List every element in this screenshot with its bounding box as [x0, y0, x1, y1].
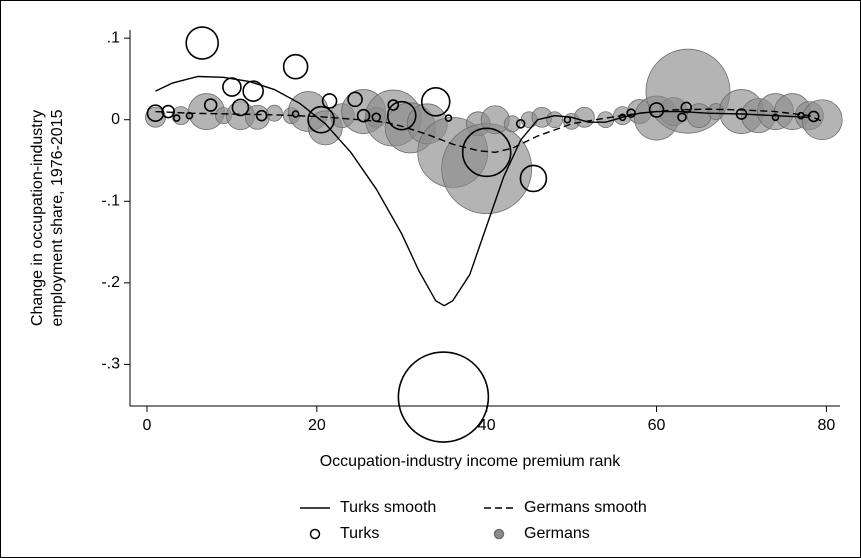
bubble — [648, 102, 665, 118]
legend-label: Germans — [524, 525, 590, 542]
y-tick-label: -.2 — [101, 274, 120, 291]
bubble — [771, 113, 780, 122]
bubble — [573, 106, 595, 128]
bubble — [618, 113, 627, 122]
legend-swatch — [309, 528, 321, 540]
bubble — [185, 26, 219, 60]
bubble — [677, 112, 687, 123]
y-tick-label: .1 — [107, 29, 120, 46]
bubble — [503, 115, 521, 133]
bubble — [242, 80, 264, 102]
x-tick-label: 20 — [308, 417, 326, 434]
y-tick-label: -.1 — [101, 192, 120, 209]
x-tick-label: 40 — [478, 417, 496, 434]
bubble — [255, 109, 268, 122]
legend-swatch — [493, 528, 505, 540]
y-axis-title: employment share, 1976-2015 — [49, 109, 66, 326]
bubble — [461, 127, 512, 178]
bubble — [172, 114, 181, 122]
bubble — [420, 86, 451, 117]
bubble — [265, 104, 283, 122]
bubble — [146, 104, 165, 122]
bubble — [397, 351, 490, 443]
legend-label: Turks — [340, 525, 379, 542]
bubble — [203, 98, 218, 112]
legend-label: Turks smooth — [340, 499, 436, 516]
bubble — [307, 105, 335, 134]
bubble — [797, 111, 805, 120]
bubble — [441, 123, 533, 215]
bubble — [386, 100, 417, 131]
legend-label: Germans smooth — [524, 499, 647, 516]
bubble — [347, 91, 363, 108]
x-tick-label: 80 — [818, 417, 836, 434]
bubble — [321, 93, 338, 109]
bubble — [546, 111, 564, 129]
bubble — [282, 53, 309, 80]
y-tick-label: -.3 — [101, 356, 120, 373]
bubble — [519, 164, 548, 193]
x-tick-label: 60 — [648, 417, 666, 434]
y-axis-title: Change in occupation-industry — [29, 110, 46, 326]
y-tick-label: 0 — [111, 111, 120, 128]
smooth-line — [155, 108, 823, 154]
x-tick-label: 0 — [143, 417, 152, 434]
bubble — [231, 98, 250, 117]
bubble — [444, 114, 453, 122]
bubble — [515, 118, 526, 129]
bubble — [291, 110, 300, 118]
bubble — [801, 99, 843, 141]
x-axis-title: Occupation-industry income premium rank — [320, 453, 622, 470]
bubble — [356, 108, 371, 123]
bubble — [807, 110, 820, 123]
bubble — [387, 99, 400, 111]
